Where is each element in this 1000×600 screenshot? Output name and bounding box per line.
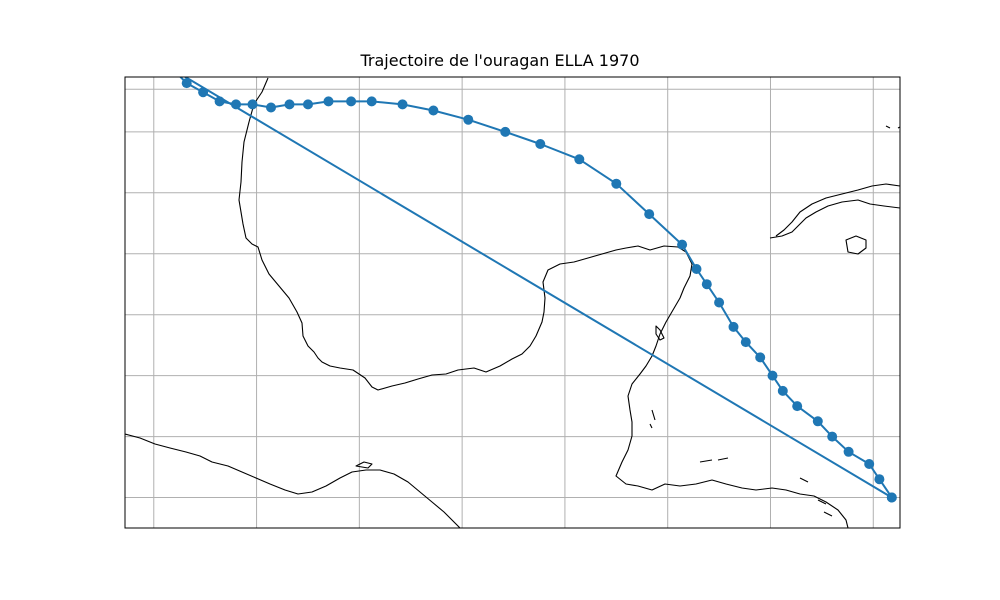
coastline-isla-juventud: [845, 235, 867, 255]
coastlines: [125, 77, 900, 528]
track-point: [740, 337, 751, 348]
axes-frame: [124, 76, 901, 529]
map-title: Trajectoire de l'ouragan ELLA 1970: [360, 51, 640, 70]
coastline-cozumel: [655, 325, 665, 341]
track-point: [428, 105, 439, 116]
track-point: [247, 99, 258, 110]
track-point: [777, 385, 788, 396]
track-point: [323, 96, 334, 107]
track-point: [169, 66, 179, 76]
track-point: [677, 239, 688, 250]
track-point: [755, 352, 766, 363]
track-point: [812, 416, 823, 427]
track-point: [155, 57, 165, 67]
track-point: [231, 99, 241, 110]
track-point: [874, 474, 885, 485]
coastline-cays: [649, 409, 833, 517]
track-point: [728, 321, 739, 332]
track-point: [886, 492, 897, 503]
track-point: [827, 431, 838, 442]
track-point: [500, 126, 511, 137]
track-point: [767, 370, 778, 381]
coastline-mexico: [238, 77, 849, 528]
track-point: [701, 279, 712, 290]
track-point: [214, 96, 225, 107]
track-points: [155, 57, 897, 503]
track-point: [346, 96, 357, 107]
track-point: [266, 102, 276, 113]
track-point: [864, 459, 875, 469]
track-point: [463, 114, 474, 125]
track-line: [179, 77, 893, 499]
track-point: [574, 154, 585, 165]
coastline-bahamas: [885, 125, 900, 129]
track-point: [303, 99, 313, 110]
track-point: [284, 99, 295, 110]
track-point: [198, 87, 209, 98]
coastline-cuba: [769, 183, 900, 239]
track-point: [644, 209, 655, 220]
track-point: [691, 264, 702, 274]
track-point: [792, 401, 803, 412]
track-point: [181, 78, 192, 89]
track-point: [366, 96, 377, 107]
track-polyline: [179, 77, 893, 499]
track-point: [843, 446, 854, 457]
track-point: [397, 99, 408, 110]
track-point: [611, 178, 622, 189]
track-point: [535, 139, 546, 149]
gridlines: [125, 77, 900, 528]
coastline-pacific: [125, 433, 461, 528]
track-point: [714, 297, 725, 308]
coastline-gulf-islet: [355, 461, 373, 469]
